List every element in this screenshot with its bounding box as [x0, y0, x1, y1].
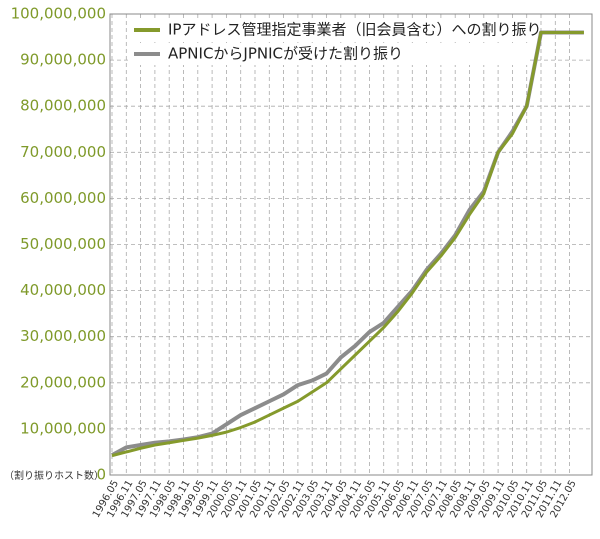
- series-line: [111, 30, 584, 458]
- y-tick-label: 10,000,000: [20, 419, 106, 437]
- y-tick-label: 80,000,000: [20, 97, 106, 115]
- legend-bg: [128, 43, 528, 65]
- y-tick-label: 20,000,000: [20, 373, 106, 391]
- legend-label: APNICからJPNICが受けた割り振り: [168, 45, 403, 63]
- series-line: [111, 30, 584, 457]
- y-tick-label: 0: [96, 466, 106, 484]
- y-tick-label: 30,000,000: [20, 327, 106, 345]
- y-tick-label: 60,000,000: [20, 189, 106, 207]
- legend-bg: [128, 19, 528, 41]
- y-tick-label: 70,000,000: [20, 143, 106, 161]
- legend-label: IPアドレス管理指定事業者（旧会員含む）への割り振り: [168, 21, 541, 39]
- y-tick-label: 100,000,000: [11, 5, 106, 23]
- y-tick-label: 40,000,000: [20, 281, 106, 299]
- y-tick-label: 90,000,000: [20, 51, 106, 69]
- y-tick-label: 50,000,000: [20, 235, 106, 253]
- plot-frame: [109, 13, 593, 476]
- y-axis-label: （割り振りホスト数）: [4, 469, 104, 482]
